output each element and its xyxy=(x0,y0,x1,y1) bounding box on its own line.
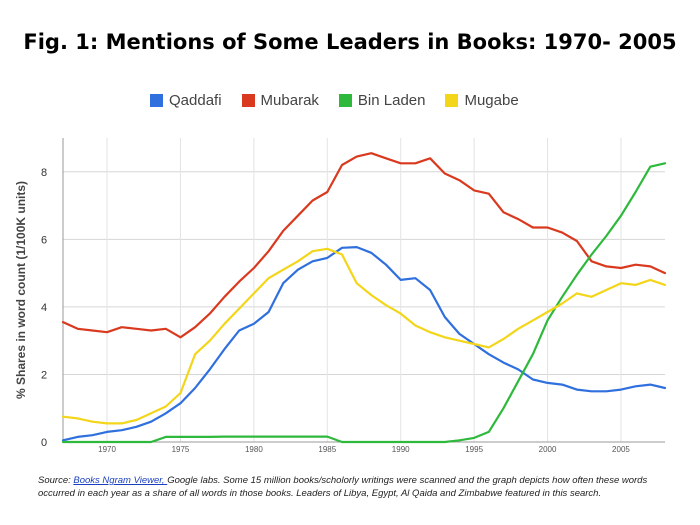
series-line-mubarak xyxy=(61,152,667,339)
legend-label-mugabe: Mugabe xyxy=(464,92,519,109)
series-line-mugabe xyxy=(61,247,667,425)
legend-item-bin-laden: Bin Laden xyxy=(338,92,426,109)
series-line-qaddafi xyxy=(61,246,667,442)
y-tick-label-8: 8 xyxy=(41,167,47,179)
legend-item-mubarak: Mubarak xyxy=(241,92,319,109)
legend-label-qaddafi: Qaddafi xyxy=(169,92,222,109)
x-tick-label-2000: 2000 xyxy=(539,445,557,454)
chart-legend: Qaddafi Mubarak Bin Laden Mugabe xyxy=(150,92,539,109)
legend-swatch-mugabe xyxy=(445,94,459,107)
legend-swatch-bin-laden xyxy=(338,94,352,107)
line-chart: 0 2 4 6 8 1970 1975 1980 1985 1990 1995 2000 2005 % S… xyxy=(14,138,667,454)
legend-item-mugabe: Mugabe xyxy=(445,92,519,109)
x-tick-label-1970: 1970 xyxy=(98,445,116,454)
legend-item-qaddafi: Qaddafi xyxy=(150,92,222,109)
y-tick-label-4: 4 xyxy=(41,302,47,314)
y-tick-label-6: 6 xyxy=(41,234,47,246)
y-tick-label-0: 0 xyxy=(41,437,47,449)
x-tick-label-1980: 1980 xyxy=(245,445,263,454)
x-tick-label-1990: 1990 xyxy=(392,445,410,454)
y-axis-label: % Shares in word count (1/100K units) xyxy=(14,181,28,399)
series-line-bin-laden xyxy=(61,162,667,444)
source-link[interactable]: Books Ngram Viewer, xyxy=(73,475,168,486)
legend-swatch-qaddafi xyxy=(150,94,163,107)
y-tick-label-2: 2 xyxy=(41,369,47,381)
x-tick-label-1975: 1975 xyxy=(172,445,190,454)
source-prefix: Source: xyxy=(38,475,74,486)
x-tick-label-1985: 1985 xyxy=(318,445,336,454)
legend-label-mubarak: Mubarak xyxy=(260,92,319,109)
legend-swatch-mubarak xyxy=(241,94,255,107)
source-note: Source: Books Ngram Viewer, Google labs.… xyxy=(38,474,668,500)
chart-title: Fig. 1: Mentions of Some Leaders in Book… xyxy=(23,30,677,54)
legend-label-bin-laden: Bin Laden xyxy=(357,92,426,109)
source-text: Google labs. Some 15 million books/schol… xyxy=(38,475,648,499)
x-tick-label-1995: 1995 xyxy=(465,445,483,454)
x-tick-label-2005: 2005 xyxy=(612,445,630,454)
